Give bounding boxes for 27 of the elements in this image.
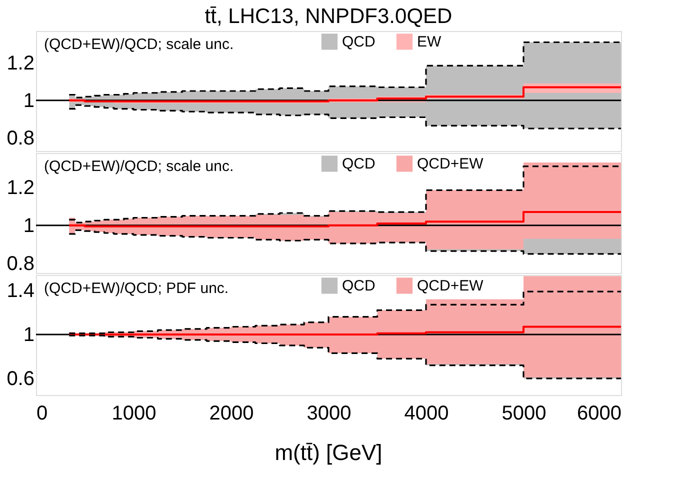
x-tick-label: 5000 [502,402,546,424]
legend-label: QCD [342,34,376,51]
legend-label: EW [417,34,442,51]
legend-label: QCD+EW [417,278,484,295]
legend-label: QCD+EW [417,156,484,173]
y-tick-label: 1.4 [6,280,34,302]
x-tick-label: 6000 [577,402,622,424]
legend-label: QCD [342,156,376,173]
y-tick-label: 1.2 [6,52,34,74]
chart-title: tt̄, LHC13, NNPDF3.0QED [204,5,452,28]
annotation: (QCD+EW)/QCD; scale unc. [44,36,234,53]
legend-label: QCD [342,278,376,295]
y-tick-label: 0.8 [6,127,34,150]
x-tick-label: 2000 [209,402,254,424]
y-tick-label: 0.8 [6,252,34,275]
y-tick-label: 0.6 [6,368,34,390]
x-tick-label: 0 [36,402,48,424]
y-tick-label: 1 [23,214,34,237]
x-tick-label: 1000 [112,402,156,424]
y-tick-label: 1 [23,90,34,112]
x-tick-label: 3000 [306,402,352,424]
y-tick-label: 1 [23,324,34,346]
x-axis-title: m(tt̄) [GeV] [274,440,382,465]
x-tick-label: 4000 [404,402,449,424]
y-tick-label: 1.2 [6,176,34,199]
annotation: (QCD+EW)/QCD; scale unc. [44,158,234,175]
annotation: (QCD+EW)/QCD; PDF unc. [44,280,229,297]
